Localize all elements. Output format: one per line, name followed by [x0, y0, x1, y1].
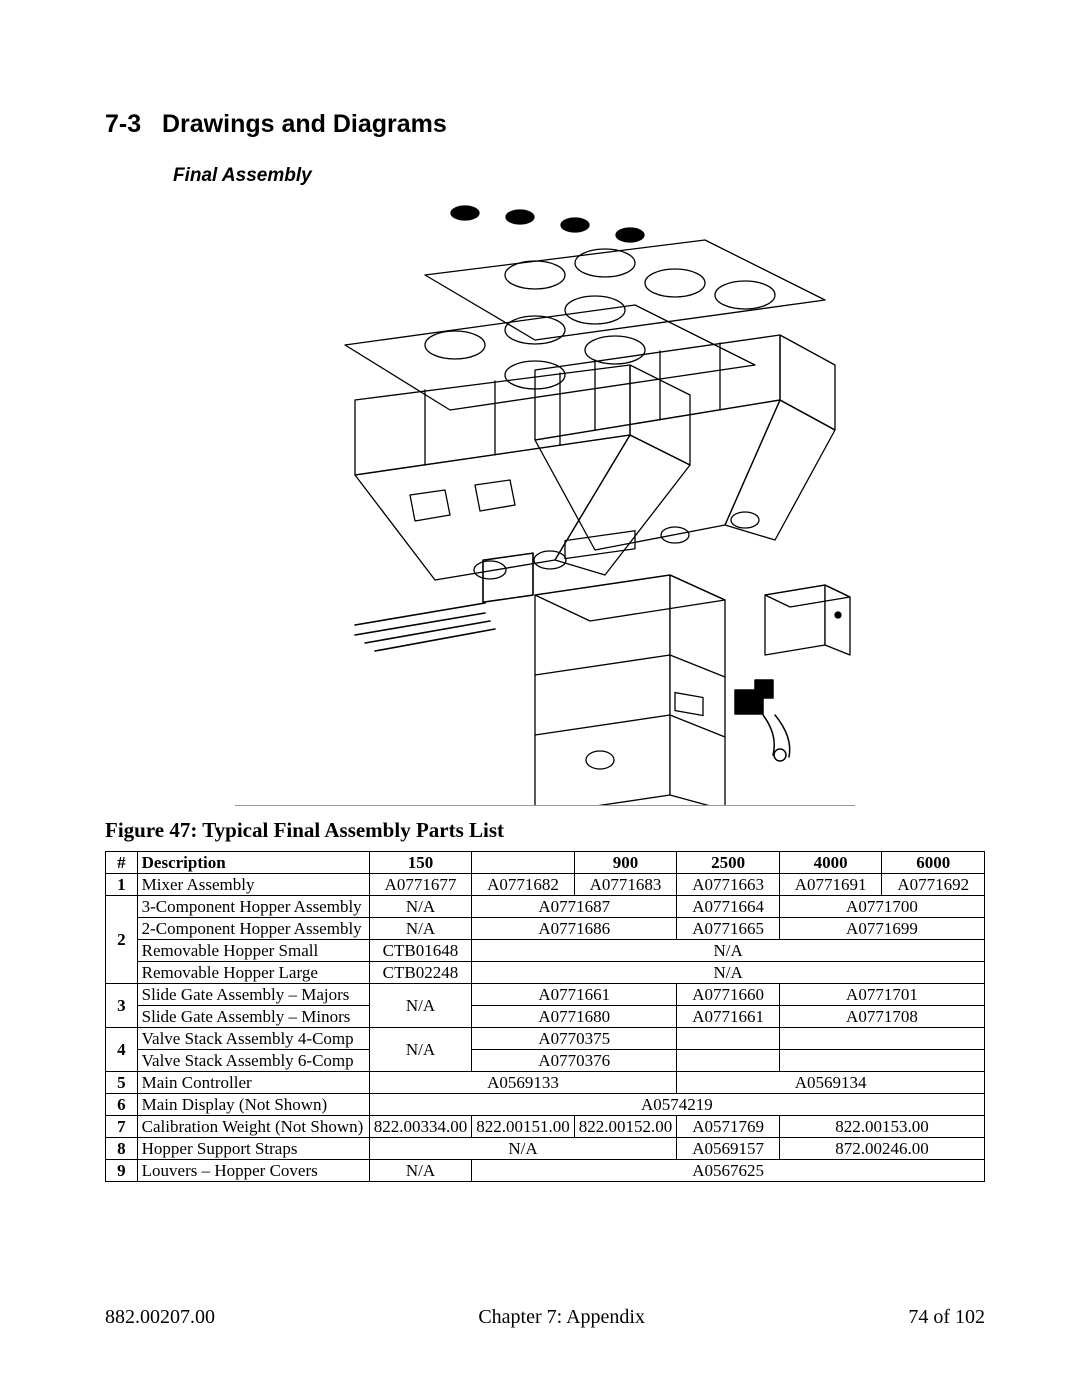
col-150: 150: [369, 852, 472, 874]
table-row: 9 Louvers – Hopper Covers N/A A0567625: [106, 1160, 985, 1182]
table-row: Removable Hopper Large CTB02248 N/A: [106, 962, 985, 984]
footer-center: Chapter 7: Appendix: [478, 1306, 645, 1329]
col-num: #: [106, 852, 138, 874]
section-number: 7-3: [105, 110, 141, 138]
table-row: Slide Gate Assembly – Minors A0771680 A0…: [106, 1006, 985, 1028]
page-footer: 882.00207.00 Chapter 7: Appendix 74 of 1…: [105, 1306, 985, 1329]
section-title: Drawings and Diagrams: [162, 110, 447, 138]
table-row: Valve Stack Assembly 6-Comp A0770376: [106, 1050, 985, 1072]
table-row: 4 Valve Stack Assembly 4-Comp N/A A07703…: [106, 1028, 985, 1050]
table-row: 2-Component Hopper Assembly N/A A0771686…: [106, 918, 985, 940]
col-2500: 2500: [677, 852, 780, 874]
assembly-diagram: [235, 195, 855, 806]
table-row: 2 3-Component Hopper Assembly N/A A07716…: [106, 896, 985, 918]
col-6000: 6000: [882, 852, 985, 874]
table-row: 1 Mixer Assembly A0771677 A0771682 A0771…: [106, 874, 985, 896]
figure-caption: Figure 47: Typical Final Assembly Parts …: [105, 818, 985, 843]
table-row: 5 Main Controller A0569133 A0569134: [106, 1072, 985, 1094]
col-desc: Description: [137, 852, 369, 874]
table-row: 6 Main Display (Not Shown) A0574219: [106, 1094, 985, 1116]
table-row: 3 Slide Gate Assembly – Majors N/A A0771…: [106, 984, 985, 1006]
col-blank: [472, 852, 575, 874]
section-heading: 7-3 Drawings and Diagrams: [105, 110, 985, 139]
table-header-row: # Description 150 900 2500 4000 6000: [106, 852, 985, 874]
footer-right: 74 of 102: [908, 1306, 985, 1329]
col-4000: 4000: [779, 852, 882, 874]
footer-left: 882.00207.00: [105, 1306, 215, 1329]
table-row: Removable Hopper Small CTB01648 N/A: [106, 940, 985, 962]
table-row: 8 Hopper Support Straps N/A A0569157 872…: [106, 1138, 985, 1160]
subheading: Final Assembly: [173, 165, 985, 187]
parts-table: # Description 150 900 2500 4000 6000 1 M…: [105, 851, 985, 1182]
col-900: 900: [574, 852, 677, 874]
table-row: 7 Calibration Weight (Not Shown) 822.003…: [106, 1116, 985, 1138]
